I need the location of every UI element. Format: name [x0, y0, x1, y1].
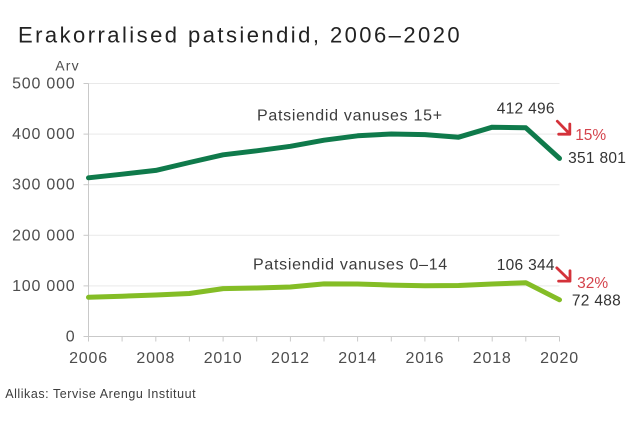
svg-text:2010: 2010	[204, 350, 243, 367]
svg-text:300 000: 300 000	[12, 177, 75, 194]
svg-text:2016: 2016	[406, 350, 445, 367]
svg-text:Allikas: Tervise Arengu Instit: Allikas: Tervise Arengu Instituut	[5, 387, 196, 401]
svg-text:0: 0	[66, 329, 76, 346]
svg-text:412 496: 412 496	[497, 101, 555, 118]
svg-text:200 000: 200 000	[12, 227, 75, 244]
svg-text:2008: 2008	[136, 350, 175, 367]
svg-text:400 000: 400 000	[12, 126, 75, 143]
svg-text:100 000: 100 000	[12, 278, 75, 295]
svg-text:Arv: Arv	[55, 57, 80, 73]
svg-text:500 000: 500 000	[12, 76, 75, 93]
svg-text:2014: 2014	[338, 350, 377, 367]
svg-text:Patsiendid vanuses 0–14: Patsiendid vanuses 0–14	[253, 257, 448, 274]
svg-text:2020: 2020	[540, 350, 579, 367]
svg-text:2006: 2006	[69, 350, 108, 367]
svg-text:72 488: 72 488	[572, 293, 621, 310]
svg-text:351 801: 351 801	[568, 150, 626, 167]
svg-text:2018: 2018	[473, 350, 512, 367]
svg-text:Patsiendid vanuses 15+: Patsiendid vanuses 15+	[257, 107, 443, 124]
svg-text:15%: 15%	[575, 127, 606, 144]
svg-text:2012: 2012	[271, 350, 310, 367]
svg-text:106 344: 106 344	[497, 257, 555, 274]
svg-text:Erakorralised patsiendid, 2006: Erakorralised patsiendid, 2006–2020	[18, 23, 462, 48]
svg-text:32%: 32%	[577, 275, 608, 292]
